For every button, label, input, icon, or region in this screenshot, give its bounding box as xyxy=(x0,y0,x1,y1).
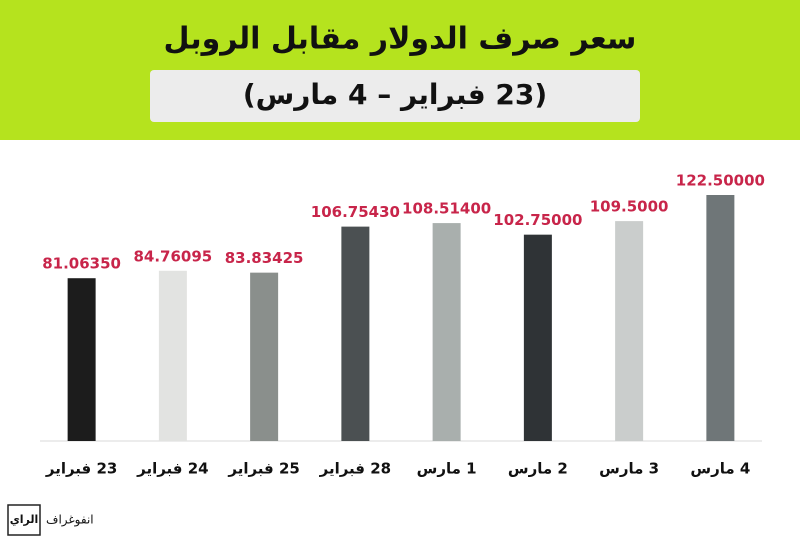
value-label: 102.75000 xyxy=(493,211,582,229)
x-tick-label: 23 فبراير xyxy=(45,460,117,478)
x-tick-label: 4 مارس xyxy=(690,460,750,478)
bar xyxy=(615,221,644,441)
chart-title: سعر صرف الدولار مقابل الروبل xyxy=(164,22,637,57)
source: انفوغراف xyxy=(46,513,94,528)
value-label: 84.76095 xyxy=(133,247,212,265)
subtitle-box xyxy=(150,70,640,122)
bar xyxy=(706,195,735,441)
bar xyxy=(432,223,461,441)
bar xyxy=(158,270,187,441)
x-tick-label: 2 مارس xyxy=(508,460,568,478)
chart-subtitle: (23 فبراير – 4 مارس) xyxy=(243,78,547,111)
x-tick-label: 3 مارس xyxy=(599,460,659,478)
value-label: 108.51400 xyxy=(402,200,491,218)
bar xyxy=(523,234,552,441)
x-tick-label: 1 مارس xyxy=(417,460,477,478)
x-tick-label: 24 فبراير xyxy=(136,460,208,478)
x-tick-label: 25 فبراير xyxy=(227,460,299,478)
logo: الراي xyxy=(10,513,39,526)
value-label: 81.06350 xyxy=(42,255,121,273)
value-label: 83.83425 xyxy=(225,249,304,267)
value-label: 109.5000 xyxy=(590,198,669,216)
value-label: 122.50000 xyxy=(676,172,765,190)
bar xyxy=(341,226,370,441)
value-label: 106.75430 xyxy=(311,203,400,221)
bar xyxy=(250,272,279,441)
logo-box xyxy=(7,504,41,536)
x-tick-label: 28 فبراير xyxy=(319,460,391,478)
bar xyxy=(67,278,96,441)
